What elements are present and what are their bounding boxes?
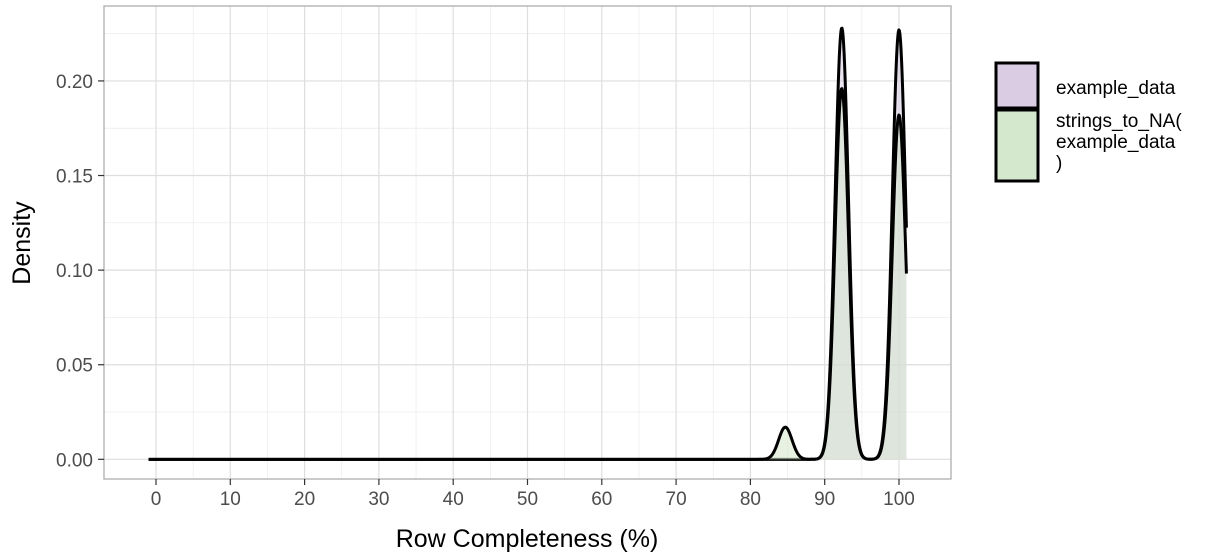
x-tick-label: 80: [740, 489, 761, 510]
x-axis-title: Row Completeness (%): [396, 525, 659, 553]
x-axis: 0 10 20 30 40 50 60 70 80 90 100: [151, 479, 915, 510]
y-tick-label: 0.00: [56, 450, 93, 471]
y-axis-title: Density: [8, 201, 36, 285]
x-tick-label: 50: [517, 489, 538, 510]
x-tick-label: 40: [443, 489, 464, 510]
y-tick-label: 0.10: [56, 261, 93, 282]
y-tick-label: 0.05: [56, 356, 93, 377]
legend-label-series-0: example_data: [1056, 78, 1176, 99]
x-tick-label: 30: [368, 489, 389, 510]
y-tick-label: 0.15: [56, 167, 93, 188]
y-tick-label: 0.20: [56, 72, 93, 93]
legend-key-series-1: [994, 108, 1040, 183]
legend-label-series-1: ): [1056, 153, 1062, 174]
x-tick-label: 90: [814, 489, 835, 510]
density-line-series-1: [147, 87, 908, 461]
legend-label-series-1: strings_to_NA(: [1056, 111, 1182, 132]
x-tick-label: 70: [666, 489, 687, 510]
x-tick-label: 20: [294, 489, 315, 510]
x-tick-label: 60: [591, 489, 612, 510]
density-series: [147, 26, 908, 461]
x-tick-label: 0: [151, 489, 162, 510]
density-area-series-1: [148, 88, 907, 460]
legend-key-series-0: [994, 61, 1040, 110]
x-tick-label: 100: [883, 489, 915, 510]
legend-label-series-1: example_data: [1056, 132, 1176, 153]
y-axis: 0.00 0.05 0.10 0.15 0.20: [56, 72, 104, 471]
x-tick-label: 10: [220, 489, 241, 510]
